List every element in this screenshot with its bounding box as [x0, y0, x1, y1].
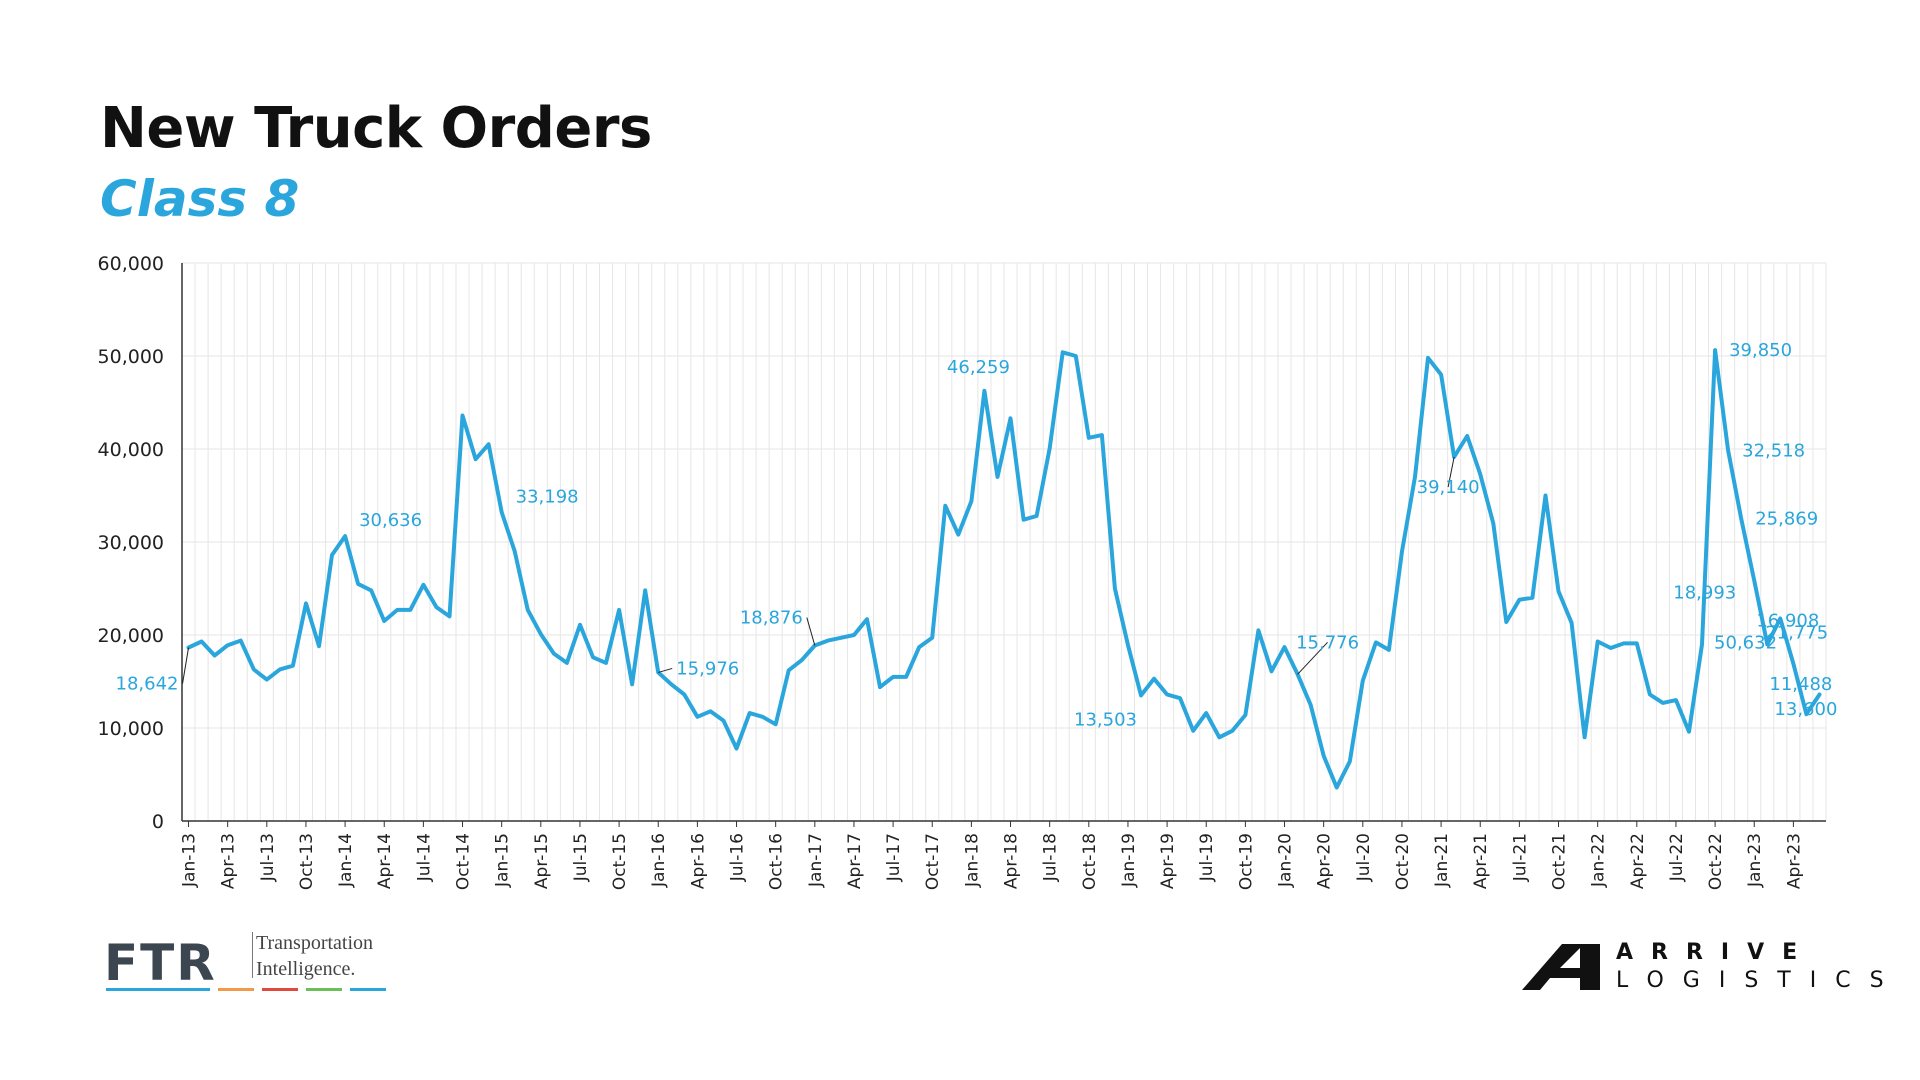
x-tick-label: Jan-15 [493, 833, 513, 888]
x-tick-label: Jan-19 [1119, 833, 1139, 888]
data-label-leader [658, 667, 673, 673]
x-tick-label: Oct-21 [1550, 833, 1570, 890]
data-label: 18,876 [740, 607, 803, 628]
x-tick-label: Jul-14 [414, 833, 434, 882]
x-tick-label: Apr-16 [688, 833, 708, 889]
x-tick-label: Apr-22 [1628, 833, 1648, 889]
series-layer [186, 348, 1822, 790]
y-tick-label: 10,000 [98, 718, 164, 740]
x-tick-label: Apr-19 [1158, 833, 1178, 889]
data-label: 39,850 [1729, 340, 1792, 361]
x-tick-label: Jul-20 [1354, 833, 1374, 882]
x-tick-label: Apr-20 [1315, 833, 1335, 889]
x-tick-label: Jan-13 [180, 833, 200, 888]
page-subtitle: Class 8 [100, 170, 300, 228]
y-tick-label: 30,000 [98, 532, 164, 554]
data-label: 21,775 [1765, 622, 1828, 643]
y-tick-label: 40,000 [98, 439, 164, 461]
data-label: 46,259 [947, 357, 1010, 378]
x-tick-label: Apr-17 [845, 833, 865, 889]
data-label: 25,869 [1755, 509, 1818, 530]
x-tick-label: Jul-17 [884, 833, 904, 882]
x-tick-label: Oct-19 [1236, 833, 1256, 890]
x-tick-label: Jul-13 [258, 833, 278, 882]
x-tick-label: Jan-18 [962, 833, 982, 888]
page-title: New Truck Orders [100, 96, 652, 161]
x-tick-label: Apr-21 [1471, 833, 1491, 889]
x-tick-label: Oct-14 [454, 833, 474, 890]
grid-layer [181, 262, 1827, 822]
data-label: 11,488 [1769, 674, 1832, 695]
ftr-tagline: Transportation Intelligence. [256, 930, 373, 982]
axis-layer: 0 10,000 20,000 30,000 40,000 50,000 60,000 Jan… [98, 253, 1826, 890]
x-tick-label: Jan-17 [806, 833, 826, 888]
ftr-divider [252, 932, 253, 978]
x-tick-label: Jul-19 [1197, 833, 1217, 882]
ftr-tagline-line-1: Transportation [256, 932, 374, 954]
x-tick-label: Oct-22 [1706, 833, 1726, 890]
ftr-color-bars [106, 988, 396, 991]
data-label-leader [1447, 456, 1455, 488]
arrive-logistics-logo: ARRIVE LOGISTICS [1522, 940, 1884, 1000]
logistics-wordmark: LOGISTICS [1616, 968, 1903, 993]
x-tick-label: Jan-16 [649, 833, 669, 888]
arrive-wordmark: ARRIVE [1616, 940, 1816, 965]
x-tick-label: Jul-18 [1041, 833, 1061, 882]
data-label-layer: 18,642 30,636 33,198 15,976 18,876 46,259 13,5… [116, 340, 1838, 730]
data-label: 33,198 [516, 486, 579, 507]
data-label: 18,642 [116, 674, 179, 695]
data-label: 16,908 [1756, 610, 1819, 631]
arrive-mark-icon [1522, 944, 1600, 990]
data-label: 13,503 [1074, 709, 1137, 730]
y-tick-label: 0 [152, 811, 164, 833]
data-label: 32,518 [1742, 440, 1805, 461]
data-label-leader [182, 647, 190, 684]
x-tick-label: Apr-23 [1784, 833, 1804, 889]
x-tick-label: Jul-22 [1667, 833, 1687, 882]
x-tick-label: Oct-17 [923, 833, 943, 890]
x-tick-label: Jan-14 [336, 833, 356, 888]
x-tick-label: Jul-21 [1510, 833, 1530, 882]
x-tick-label: Oct-16 [767, 833, 787, 890]
y-tick-label: 60,000 [98, 253, 164, 275]
x-tick-label: Oct-15 [610, 833, 630, 890]
data-label: 15,976 [676, 658, 739, 679]
data-label: 30,636 [359, 510, 422, 531]
data-label: 15,776 [1296, 632, 1359, 653]
y-tick-label: 50,000 [98, 346, 164, 368]
x-tick-label: Jan-22 [1589, 833, 1609, 888]
data-label: 39,140 [1417, 477, 1480, 498]
data-label-leader [806, 617, 816, 646]
ftr-logo: FTR Transportation Intelligence. [104, 924, 404, 994]
x-tick-label: Jan-23 [1745, 833, 1765, 888]
x-tick-label: Jul-15 [571, 833, 591, 882]
x-tick-label: Oct-13 [297, 833, 317, 890]
y-tick-label: 20,000 [98, 625, 164, 647]
x-tick-label: Jul-16 [728, 833, 748, 882]
data-label: 50,632 [1714, 632, 1777, 653]
ftr-tagline-line-2: Intelligence. [256, 958, 356, 980]
x-tick-label: Jan-20 [1276, 833, 1296, 888]
x-tick-label: Oct-20 [1393, 833, 1413, 890]
x-tick-label: Jan-21 [1432, 833, 1452, 888]
data-label-leader [1297, 641, 1328, 675]
series-line-class-8-orders [186, 348, 1822, 790]
x-tick-label: Apr-15 [532, 833, 552, 889]
x-tick-label: Apr-13 [219, 833, 239, 889]
x-tick-label: Apr-14 [375, 833, 395, 889]
ftr-mark: FTR [104, 934, 217, 992]
data-label: 18,993 [1673, 582, 1736, 603]
x-tick-label: Apr-18 [1002, 833, 1022, 889]
data-label: 13,600 [1774, 699, 1837, 720]
x-tick-label: Oct-18 [1080, 833, 1100, 890]
